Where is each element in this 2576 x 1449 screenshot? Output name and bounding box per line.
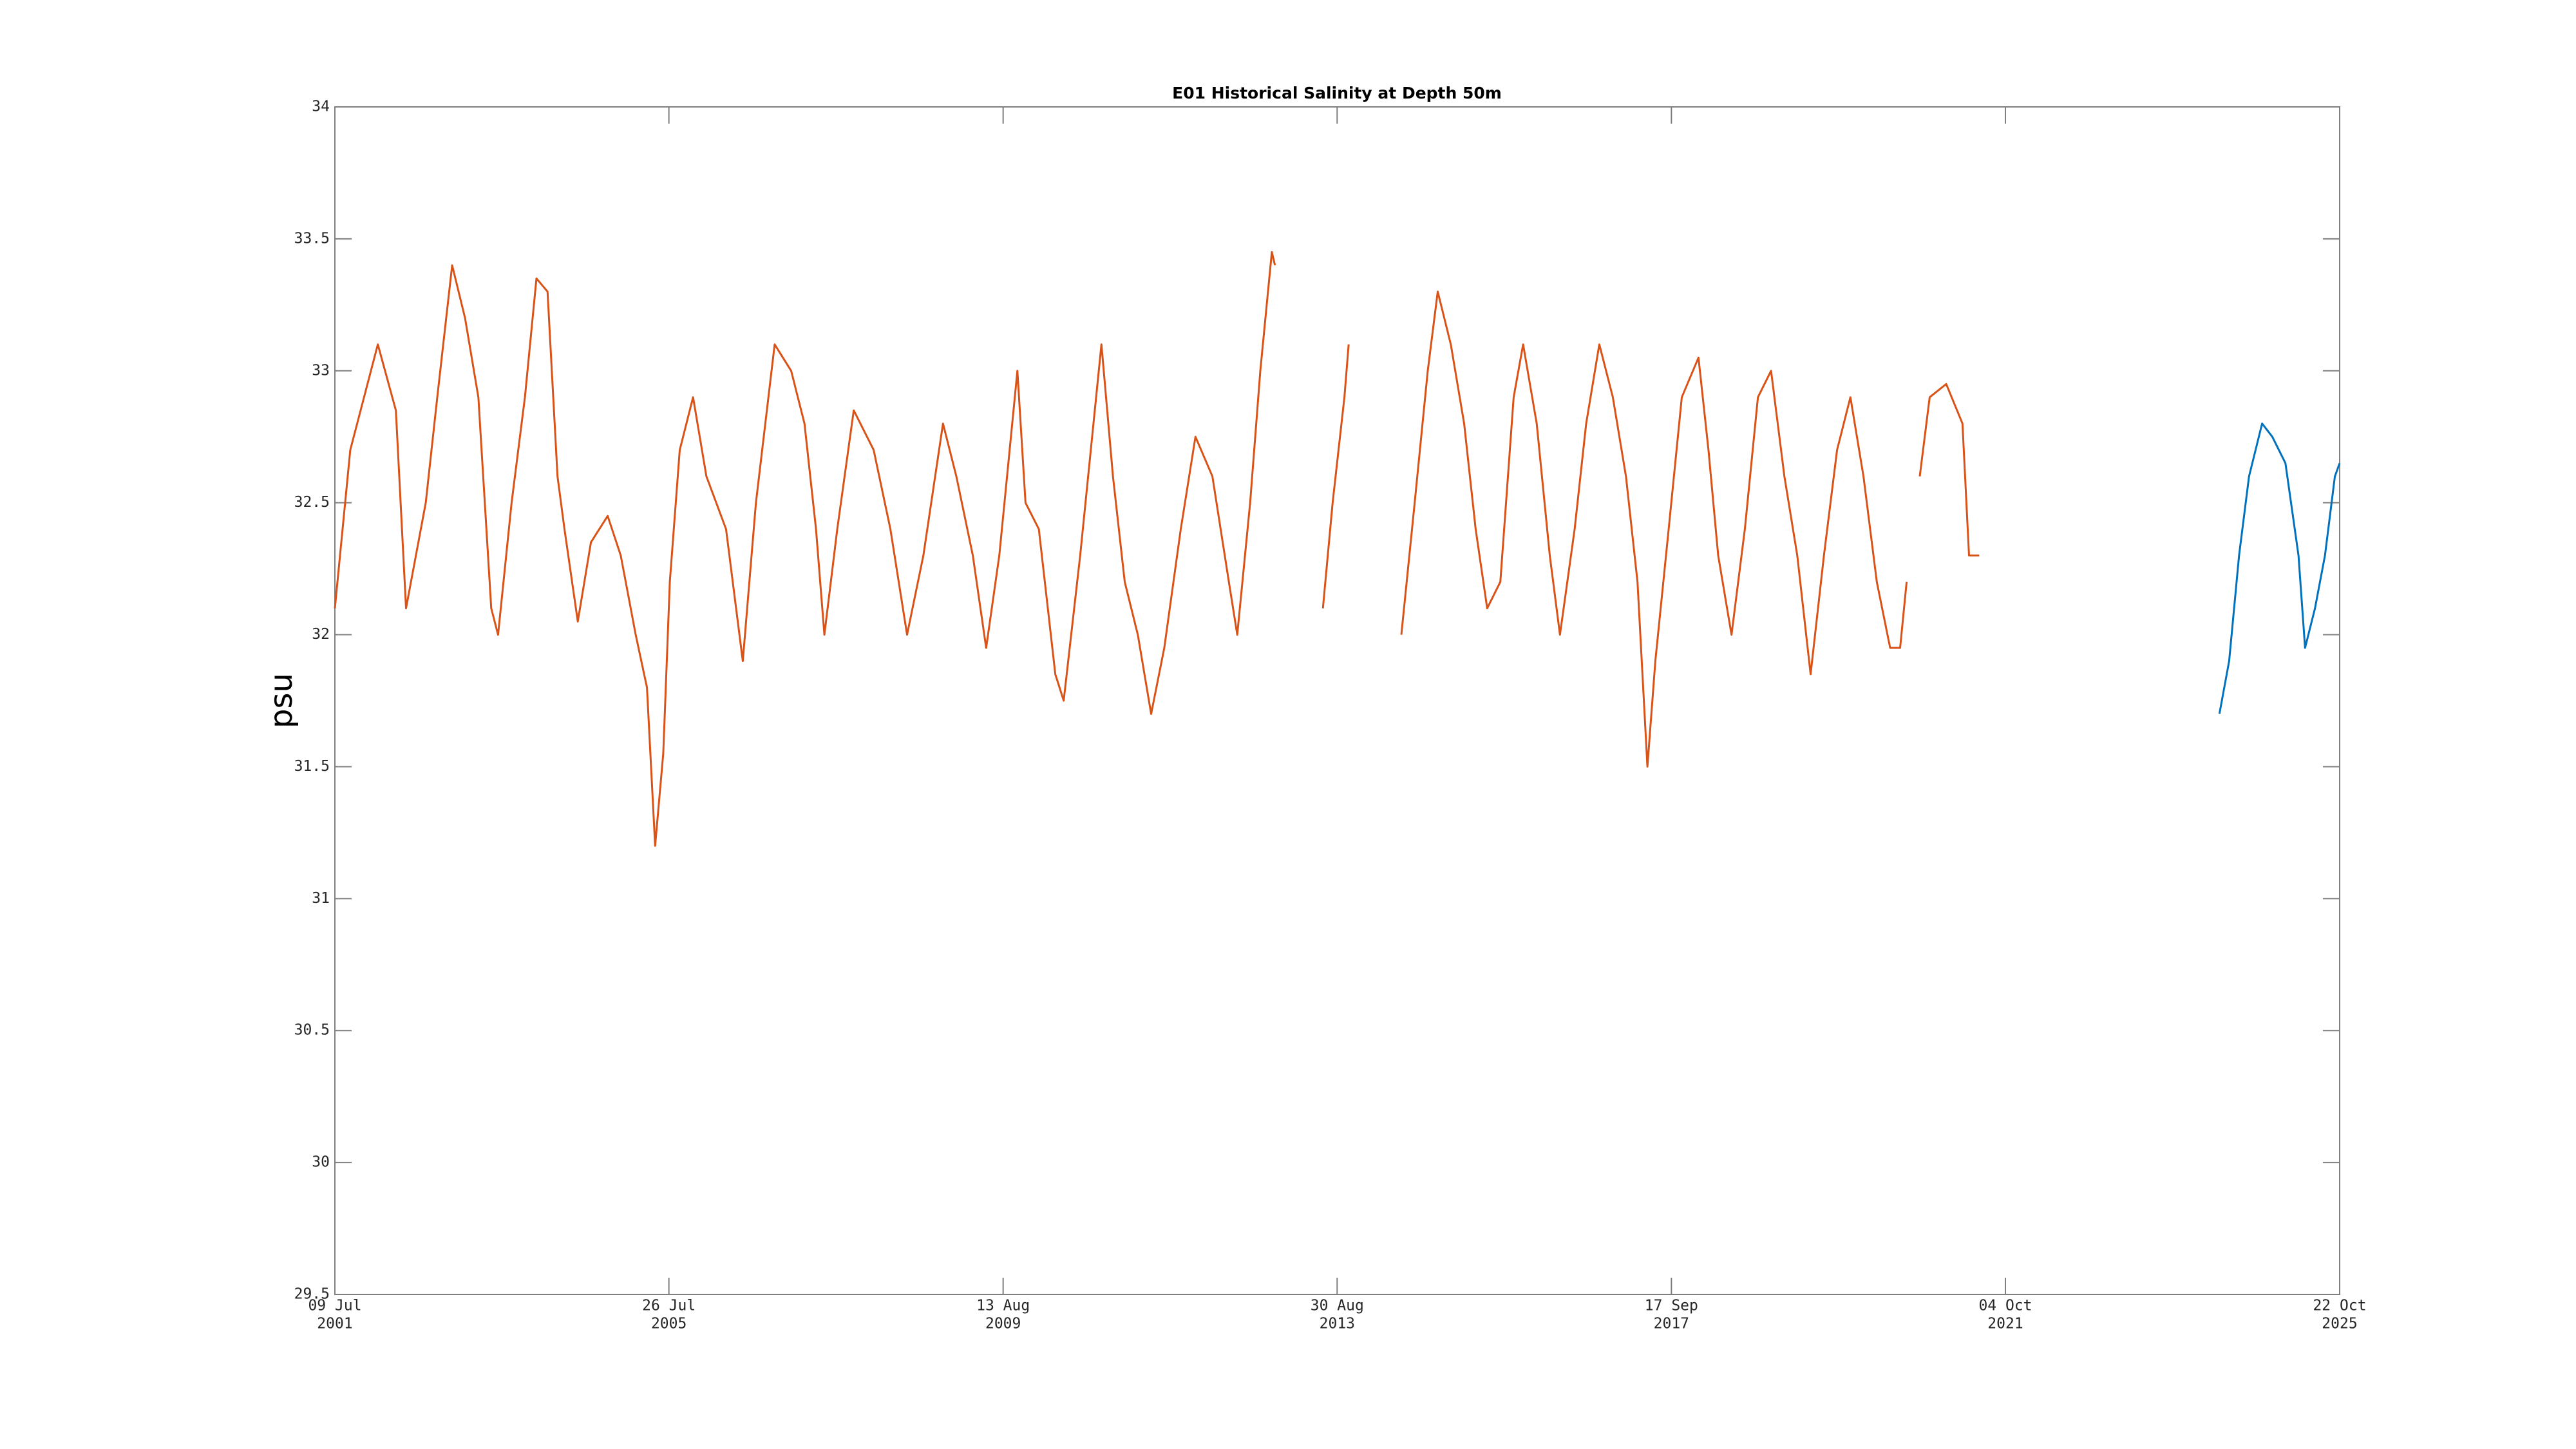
- y-tick-label: 33.5: [294, 230, 330, 247]
- x-tick-label: 26 Jul: [642, 1298, 696, 1314]
- x-tick-label: 22 Oct: [2313, 1298, 2366, 1314]
- series-line: [334, 251, 1980, 847]
- y-tick-label: 31.5: [294, 758, 330, 775]
- x-tick-label: 04 Oct: [1978, 1298, 2032, 1314]
- x-tick-label: 2025: [2322, 1316, 2357, 1332]
- y-tick-label: 32: [312, 626, 330, 643]
- chart-title: E01 Historical Salinity at Depth 50m: [1172, 84, 1502, 102]
- x-tick-label: 2013: [1320, 1316, 1355, 1332]
- x-tick-label: 2021: [1987, 1316, 2023, 1332]
- x-tick-label: 2001: [317, 1316, 352, 1332]
- y-tick-label: 31: [312, 890, 330, 907]
- x-tick-label: 17 Sep: [1645, 1298, 1698, 1314]
- x-tick-label: 2009: [985, 1316, 1021, 1332]
- y-tick-label: 33: [312, 362, 330, 379]
- y-tick-label: 32.5: [294, 494, 330, 511]
- series-line: [2218, 422, 2341, 714]
- y-tick-label: 30: [312, 1154, 330, 1171]
- x-tick-label: 09 Jul: [308, 1298, 361, 1314]
- y-tick-label: 30.5: [294, 1022, 330, 1039]
- x-tick-label: 30 Aug: [1311, 1298, 1364, 1314]
- x-tick-label: 2005: [651, 1316, 687, 1332]
- y-tick-label: 34: [312, 99, 330, 115]
- plot-area: [334, 106, 2340, 1295]
- y-tick-label: 29.5: [294, 1286, 330, 1303]
- y-axis-label: psu: [263, 673, 299, 728]
- x-tick-label: 13 Aug: [976, 1298, 1030, 1314]
- x-tick-label: 2017: [1654, 1316, 1689, 1332]
